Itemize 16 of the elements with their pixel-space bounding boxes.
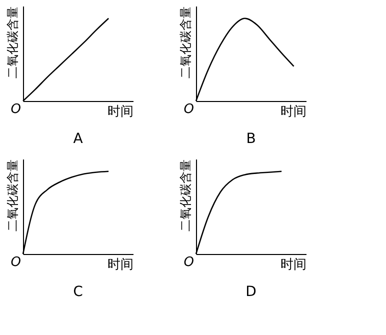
text: O xyxy=(10,255,21,270)
y-axis-title: 二氧化碳含量 xyxy=(6,160,20,232)
text: O xyxy=(10,102,21,117)
x-axis-title: 时间 xyxy=(280,258,306,272)
x-axis-title: 时间 xyxy=(108,104,134,120)
text: O xyxy=(184,255,194,270)
y-axis-title: 二氧化碳含量 xyxy=(178,6,192,78)
x-axis-title: 时间 xyxy=(280,104,306,120)
y-axis-title: 二氧化碳含量 xyxy=(6,6,20,78)
text: D xyxy=(246,284,256,300)
text: A xyxy=(73,131,84,147)
y-axis-title: 二氧化碳含量 xyxy=(178,160,192,232)
text: C xyxy=(73,284,84,300)
text: O xyxy=(184,102,194,117)
x-axis-title: 时间 xyxy=(108,258,134,272)
text: B xyxy=(246,131,256,147)
